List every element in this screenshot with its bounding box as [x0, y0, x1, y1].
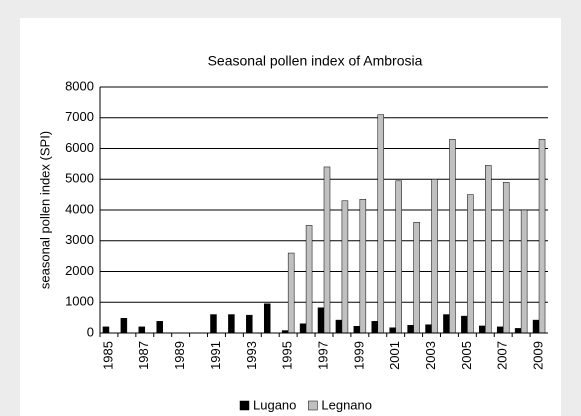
x-tick-label: 1985 — [100, 341, 115, 370]
legend-label: Legnano — [321, 397, 372, 412]
y-tick-label: 7000 — [65, 109, 94, 124]
bar — [353, 325, 361, 334]
x-tick-label: 1991 — [208, 341, 223, 370]
y-tick-label: 1000 — [65, 294, 94, 309]
bar — [431, 179, 438, 334]
x-tick-label: 2009 — [530, 341, 545, 370]
bar — [443, 314, 450, 334]
bar — [538, 139, 546, 334]
x-tick-label: 1995 — [280, 341, 295, 370]
bar — [335, 319, 343, 334]
bar — [341, 200, 349, 334]
legend-swatch — [308, 400, 318, 411]
y-axis-label: seasonal pollen index (SPI) — [37, 131, 52, 289]
bar — [389, 327, 396, 334]
bar — [502, 182, 510, 334]
bar — [520, 209, 528, 334]
bar — [305, 225, 313, 334]
x-tick-label: 2005 — [459, 341, 474, 370]
bar — [467, 194, 474, 334]
bar — [156, 321, 163, 334]
bar — [102, 326, 110, 334]
x-tick-label: 1987 — [136, 341, 151, 370]
chart-title: Seasonal pollen index of Ambrosia — [208, 53, 423, 69]
y-tick-label: 8000 — [65, 78, 94, 93]
legend-swatch — [239, 400, 250, 411]
y-tick-label: 2000 — [65, 263, 94, 278]
x-tick-label: 2007 — [495, 341, 510, 370]
bar — [496, 326, 504, 334]
bar — [228, 314, 235, 334]
bar — [371, 321, 379, 334]
x-tick-label: 1989 — [172, 341, 187, 370]
y-tick-label: 6000 — [65, 140, 94, 155]
bar — [317, 307, 325, 334]
bar — [425, 324, 432, 334]
bar — [407, 325, 414, 334]
bar — [377, 114, 385, 334]
bar — [246, 314, 253, 334]
bar — [138, 326, 146, 334]
bar — [395, 180, 402, 334]
bar — [413, 222, 420, 334]
bar — [299, 323, 307, 334]
bar — [120, 317, 128, 334]
x-tick-label: 1997 — [315, 341, 330, 370]
bar — [287, 252, 295, 334]
legend-label: Lugano — [253, 397, 296, 412]
bar — [485, 165, 492, 334]
bar — [210, 314, 217, 334]
x-tick-label: 2001 — [387, 341, 402, 370]
y-tick-label: 4000 — [65, 201, 94, 216]
bar — [514, 328, 522, 334]
bar — [263, 303, 271, 334]
x-tick-label: 1999 — [351, 341, 366, 370]
bar — [449, 139, 456, 334]
bar — [532, 319, 540, 334]
bar — [479, 325, 486, 334]
bar — [323, 166, 331, 334]
y-tick-label: 3000 — [65, 232, 94, 247]
y-tick-label: 5000 — [65, 171, 94, 186]
bar — [461, 315, 468, 334]
bar — [359, 198, 367, 334]
x-tick-label: 1993 — [244, 341, 259, 370]
y-tick-label: 0 — [87, 324, 94, 339]
x-tick-label: 2003 — [423, 341, 438, 370]
